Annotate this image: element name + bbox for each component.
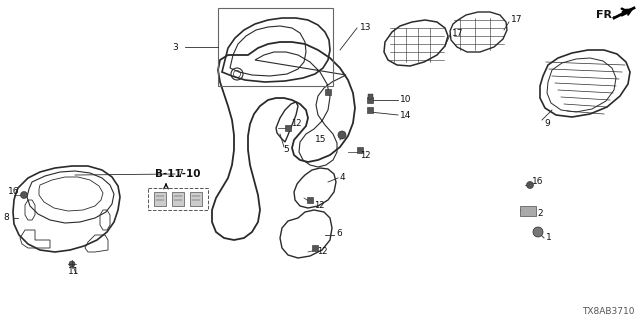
Text: 10: 10 xyxy=(400,95,412,105)
Text: 7: 7 xyxy=(177,169,183,178)
Circle shape xyxy=(338,131,346,139)
Bar xyxy=(218,8,333,86)
Text: 12: 12 xyxy=(314,201,324,210)
Text: 2: 2 xyxy=(537,209,543,218)
Bar xyxy=(325,89,331,95)
Circle shape xyxy=(527,181,534,188)
Bar xyxy=(190,192,202,206)
Bar xyxy=(285,125,291,131)
Text: 14: 14 xyxy=(400,110,412,119)
Bar xyxy=(368,94,373,99)
Bar xyxy=(148,188,208,210)
Text: 16: 16 xyxy=(532,178,543,187)
Circle shape xyxy=(20,191,28,198)
Text: 15: 15 xyxy=(314,135,326,145)
Bar xyxy=(357,147,363,153)
Bar xyxy=(307,197,313,203)
Circle shape xyxy=(533,227,543,237)
Text: 17: 17 xyxy=(511,15,522,25)
Text: 12: 12 xyxy=(360,150,371,159)
Bar xyxy=(367,97,373,103)
Text: 12: 12 xyxy=(291,119,301,129)
Text: 6: 6 xyxy=(336,229,342,238)
Text: 4: 4 xyxy=(340,172,346,181)
Bar xyxy=(312,245,318,251)
Text: 13: 13 xyxy=(360,22,371,31)
Text: TX8AB3710: TX8AB3710 xyxy=(582,308,634,316)
Text: 11: 11 xyxy=(68,268,79,276)
Text: 9: 9 xyxy=(544,118,550,127)
Text: B-11-10: B-11-10 xyxy=(156,169,201,179)
Text: 16: 16 xyxy=(8,188,19,196)
Circle shape xyxy=(69,261,75,267)
Bar xyxy=(520,206,536,216)
Bar xyxy=(154,192,166,206)
Bar xyxy=(172,192,184,206)
Text: 17: 17 xyxy=(452,28,463,37)
Text: 3: 3 xyxy=(172,43,178,52)
Text: 5: 5 xyxy=(283,146,289,155)
Text: 1: 1 xyxy=(546,234,552,243)
Text: FR.: FR. xyxy=(596,10,616,20)
Text: 12: 12 xyxy=(317,247,328,257)
Bar xyxy=(367,107,373,113)
Text: 8: 8 xyxy=(3,213,9,222)
